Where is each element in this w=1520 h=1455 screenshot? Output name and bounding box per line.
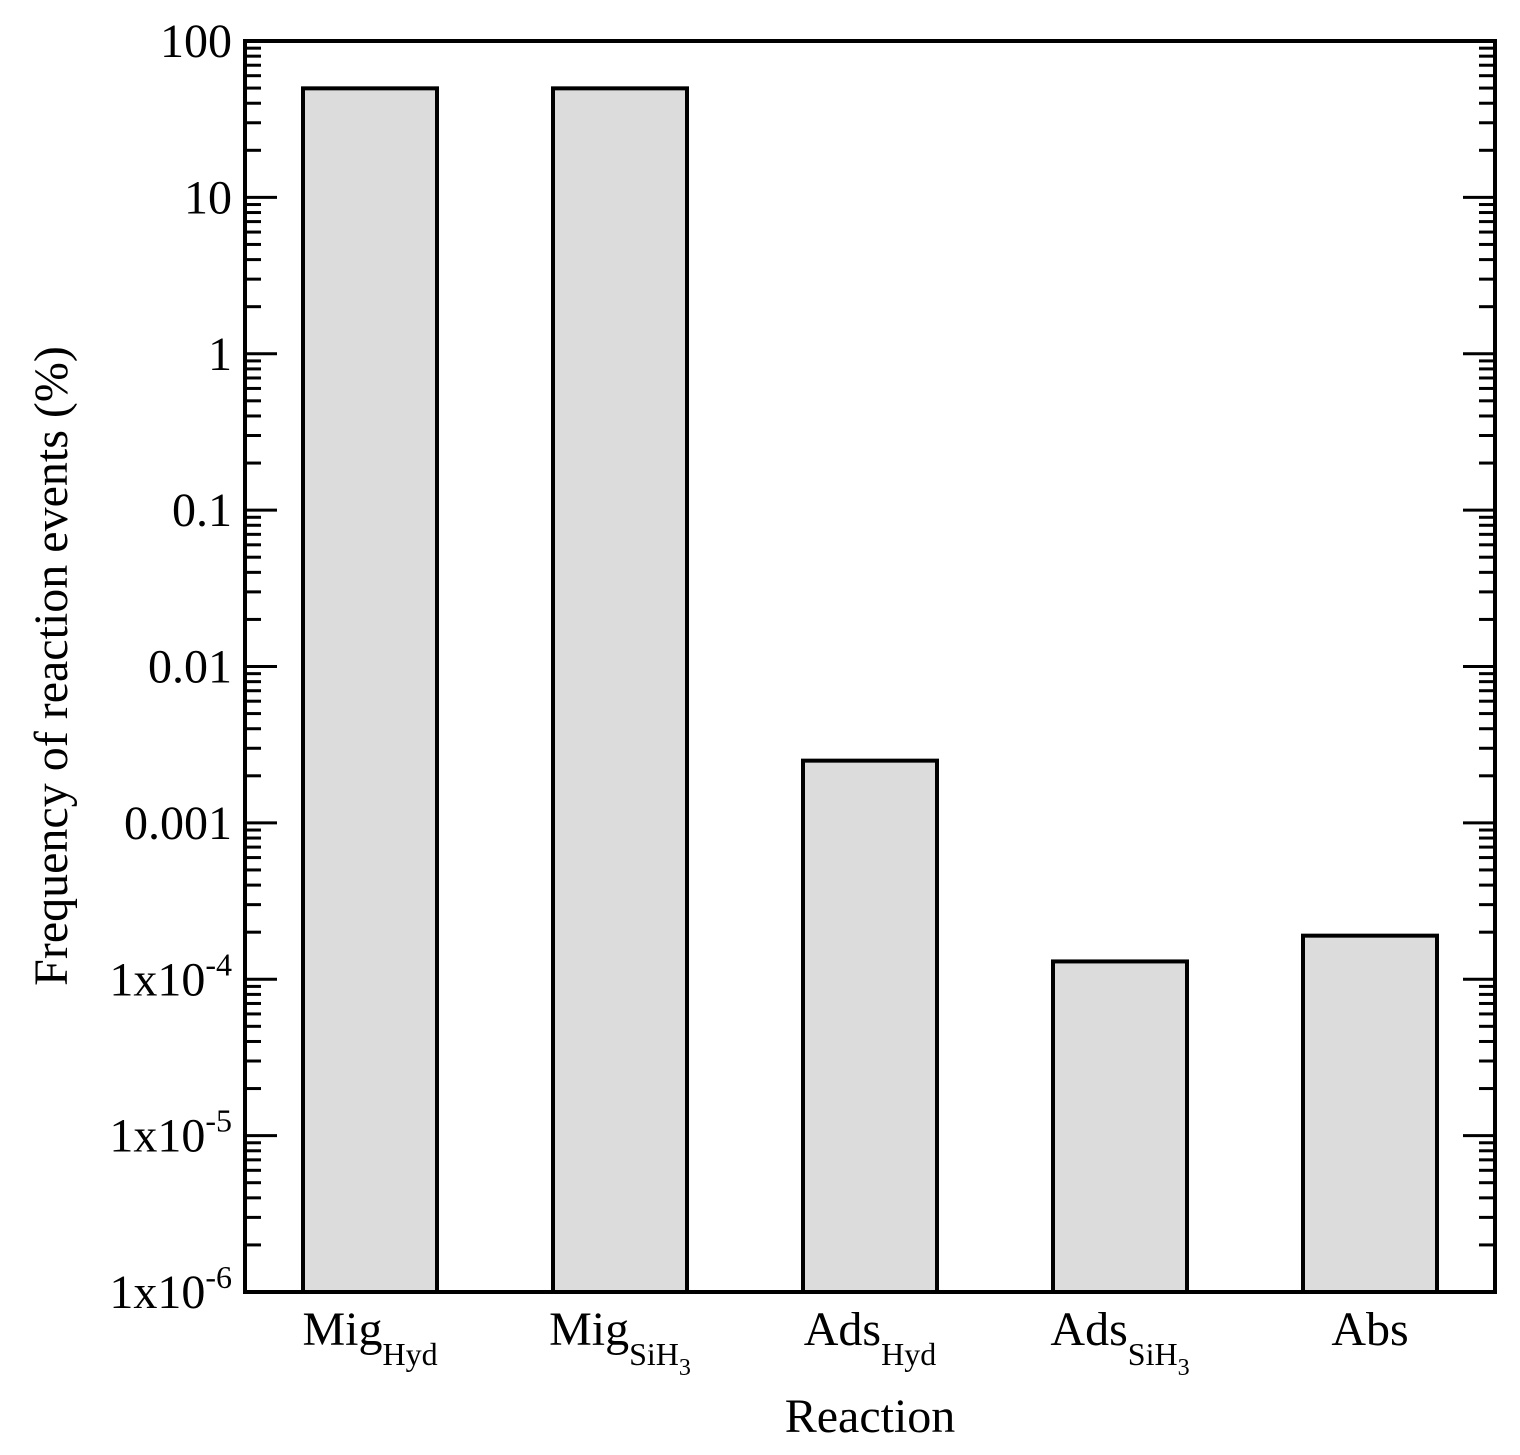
x-tick-label: AdsHyd [804, 1303, 936, 1372]
x-tick-label: MigSiH3 [549, 1303, 691, 1381]
y-tick-label: 0.01 [148, 641, 232, 694]
y-tick-labels: 100 10 1 0.1 0.01 0.001 1x10-4 1x10-5 1x10-6 [109, 15, 232, 1319]
axis-ticks [245, 39, 1495, 1294]
y-tick-label: 0.1 [172, 484, 232, 537]
y-tick-label: 1x10-6 [109, 1259, 232, 1319]
y-tick-label: 0.001 [124, 797, 232, 850]
x-tick-label: AdsSiH3 [1050, 1303, 1189, 1381]
bars-group [301, 86, 1439, 1295]
y-tick-label: 1x10-5 [109, 1103, 232, 1163]
y-axis-label: Frequency of reaction events (%) [25, 346, 78, 986]
bar-3 [1051, 959, 1189, 1295]
y-tick-label: 1x10-4 [109, 946, 232, 1006]
x-tick-labels: MigHyd MigSiH3 AdsHyd AdsSiH3 Abs [302, 1303, 1408, 1381]
bar-2 [801, 758, 939, 1294]
x-axis-label: Reaction [785, 1390, 956, 1443]
bar-0 [301, 86, 439, 1295]
plot-frame [243, 39, 1497, 1294]
x-tick-label: Abs [1331, 1303, 1408, 1356]
bar-4 [1301, 933, 1439, 1294]
bar-1 [551, 86, 689, 1295]
y-tick-label: 100 [160, 15, 232, 68]
y-tick-label: 1 [208, 328, 232, 381]
y-tick-label: 10 [184, 171, 232, 224]
x-tick-label: MigHyd [302, 1303, 437, 1372]
